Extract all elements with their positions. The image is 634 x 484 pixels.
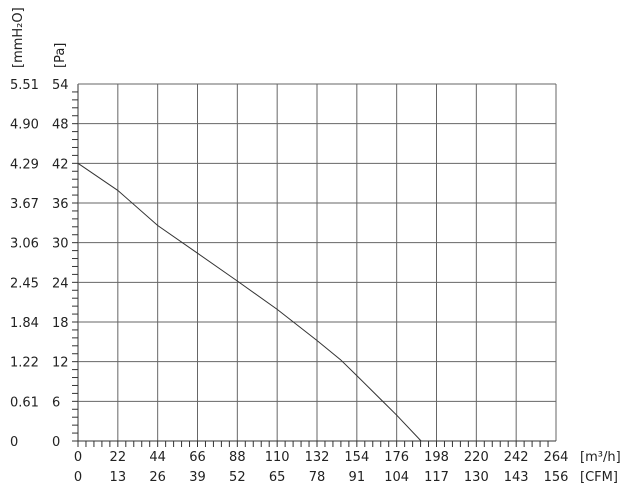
x-unit-label: [m³/h] xyxy=(580,450,621,465)
x2-unit-label: [CFM] xyxy=(580,470,618,484)
x2-tick-label: 104 xyxy=(384,470,409,484)
y-tick-label: 6 xyxy=(52,395,60,410)
x-tick-label: 88 xyxy=(229,450,246,465)
x-tick-label: 242 xyxy=(504,450,529,465)
y2-tick-label: 3.67 xyxy=(10,197,39,212)
y-tick-label: 54 xyxy=(52,78,69,93)
x-tick-label: 220 xyxy=(464,450,489,465)
x2-tick-label: 156 xyxy=(544,470,569,484)
y-tick-label: 30 xyxy=(52,237,69,252)
x2-tick-label: 0 xyxy=(74,470,82,484)
y-tick-label: 48 xyxy=(52,118,69,133)
x2-tick-label: 130 xyxy=(464,470,489,484)
y2-tick-label: 0 xyxy=(10,435,18,450)
x2-tick-label: 78 xyxy=(309,470,326,484)
y2-tick-label: 4.90 xyxy=(10,118,39,133)
x-tick-label: 0 xyxy=(74,450,82,465)
x-tick-label: 176 xyxy=(384,450,409,465)
x-tick-label: 22 xyxy=(110,450,127,465)
y2-tick-label: 1.22 xyxy=(10,356,39,371)
y2-tick-label: 2.45 xyxy=(10,276,39,291)
y-tick-label: 42 xyxy=(52,157,69,172)
x-tick-label: 44 xyxy=(149,450,166,465)
x2-tick-label: 26 xyxy=(149,470,166,484)
y2-tick-label: 1.84 xyxy=(10,316,39,331)
y2-tick-label: 4.29 xyxy=(10,157,39,172)
y2-tick-label: 3.06 xyxy=(10,237,39,252)
x2-tick-label: 39 xyxy=(189,470,206,484)
y-tick-label: 36 xyxy=(52,197,69,212)
x2-tick-label: 117 xyxy=(424,470,449,484)
x-tick-label: 264 xyxy=(544,450,569,465)
pressure-flow-curve xyxy=(77,162,422,442)
y2-tick-label: 0.61 xyxy=(10,395,39,410)
x2-tick-label: 52 xyxy=(229,470,246,484)
x-tick-label: 66 xyxy=(189,450,206,465)
y2-unit-label: [mmH₂O] xyxy=(11,7,26,68)
x-tick-label: 132 xyxy=(305,450,330,465)
x2-tick-label: 65 xyxy=(269,470,286,484)
x-tick-label: 154 xyxy=(344,450,369,465)
x2-tick-label: 91 xyxy=(349,470,366,484)
y-unit-label: [Pa] xyxy=(53,43,68,68)
x-tick-label: 110 xyxy=(265,450,290,465)
y-tick-label: 18 xyxy=(52,316,69,331)
x2-tick-label: 13 xyxy=(110,470,127,484)
x-tick-label: 198 xyxy=(424,450,449,465)
y-tick-label: 0 xyxy=(52,435,60,450)
x2-tick-label: 143 xyxy=(504,470,529,484)
y-tick-label: 24 xyxy=(52,276,69,291)
y2-tick-label: 5.51 xyxy=(10,78,39,93)
y-tick-label: 12 xyxy=(52,356,69,371)
